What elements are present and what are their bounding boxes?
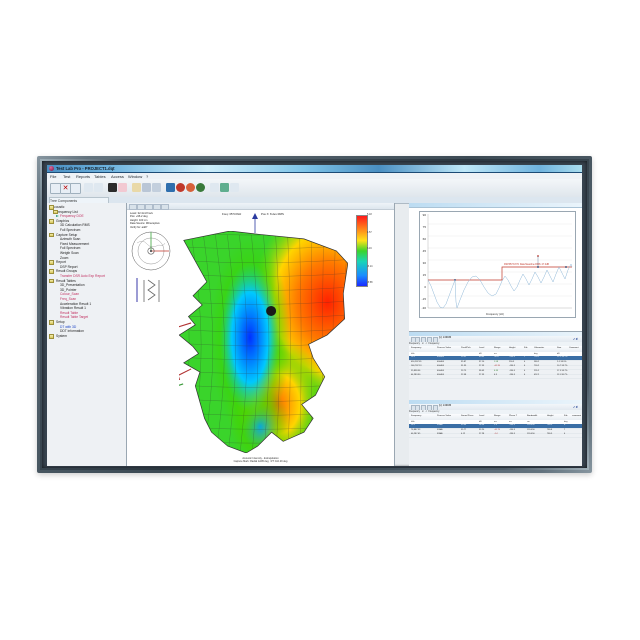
svg-text:90: 90 [423,213,427,217]
svg-text:-15: -15 [422,297,427,301]
svg-text:45: 45 [423,249,427,253]
svg-text:-30: -30 [422,306,427,310]
svg-text:Frequency (Hz): Frequency (Hz) [486,312,504,316]
svg-text:30: 30 [423,261,427,265]
svg-text:60: 60 [423,237,427,241]
svg-text:15: 15 [423,273,427,277]
svg-text:DSP3573.8 Hz Data Meanline RMS: DSP3573.8 Hz Data Meanline RMS: 27.4dB [504,263,549,266]
svg-text:75: 75 [423,225,427,229]
